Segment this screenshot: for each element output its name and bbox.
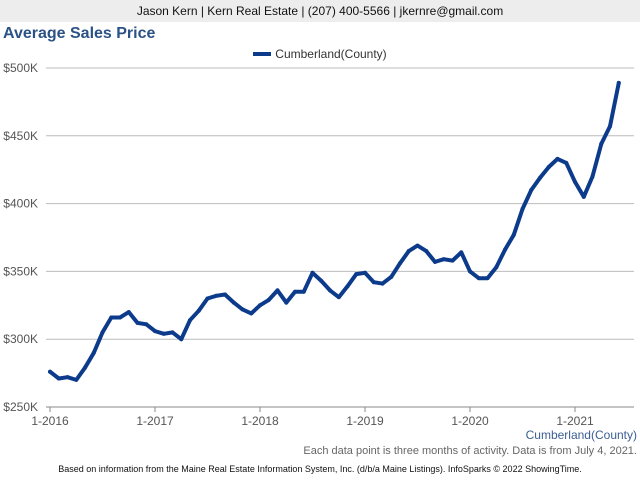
data-point[interactable] [371, 280, 376, 285]
data-point[interactable] [485, 276, 490, 281]
data-point[interactable] [328, 288, 332, 293]
data-point[interactable] [573, 179, 577, 184]
series-line-cumberland[interactable] [48, 80, 621, 382]
data-point[interactable] [581, 194, 586, 199]
legend-label: Cumberland(County) [275, 47, 387, 61]
data-point[interactable] [450, 258, 455, 263]
data-point[interactable] [476, 276, 481, 281]
x-tick-label: 1-2016 [31, 414, 69, 428]
y-tick-label: $500K [3, 61, 38, 75]
x-tick-label: 1-2019 [346, 414, 384, 428]
y-tick-label: $400K [3, 197, 38, 211]
footer-attribution: Based on information from the Maine Real… [58, 464, 582, 474]
data-point[interactable] [83, 365, 87, 370]
x-tick-label: 1-2017 [136, 414, 174, 428]
data-point[interactable] [555, 156, 560, 161]
data-point[interactable] [284, 300, 289, 305]
data-point[interactable] [441, 257, 446, 262]
data-point[interactable] [529, 188, 534, 193]
data-point[interactable] [240, 307, 245, 312]
series-points [48, 80, 621, 382]
data-point[interactable] [126, 310, 131, 315]
data-point[interactable] [398, 261, 402, 266]
data-point[interactable] [564, 160, 569, 165]
chart-title: Average Sales Price [3, 25, 156, 42]
data-point[interactable] [144, 322, 149, 327]
data-point[interactable] [161, 331, 166, 336]
chart-legend[interactable]: Cumberland(County) [0, 45, 640, 63]
y-axis-ticks: $250K $300K $350K $400K $450K $500K [3, 61, 38, 414]
grid-lines [46, 67, 634, 408]
data-point[interactable] [468, 269, 472, 274]
data-point[interactable] [188, 318, 192, 323]
data-point[interactable] [135, 320, 140, 325]
data-point[interactable] [310, 270, 315, 275]
y-tick-label: $350K [3, 264, 38, 278]
data-point[interactable] [363, 270, 367, 275]
x-tick-label: 1-2020 [451, 414, 489, 428]
data-point[interactable] [56, 376, 61, 381]
data-point[interactable] [415, 243, 420, 248]
data-point[interactable] [109, 315, 114, 320]
data-point[interactable] [249, 311, 254, 316]
agent-contact-header: Jason Kern | Kern Real Estate | (207) 40… [0, 0, 640, 22]
x-tick-label: 1-2018 [241, 414, 279, 428]
data-point[interactable] [196, 308, 201, 313]
data-point[interactable] [301, 289, 306, 294]
data-point[interactable] [205, 296, 210, 301]
header-text: Jason Kern | Kern Real Estate | (207) 40… [136, 4, 504, 18]
data-point[interactable] [546, 164, 551, 169]
data-point[interactable] [494, 265, 499, 270]
data-point[interactable] [153, 329, 157, 334]
x-axis-ticks: 1-2016 1-2017 1-2018 1-2019 1-2020 1-2021 [31, 407, 594, 428]
y-tick-label: $250K [3, 400, 38, 414]
legend-swatch [253, 52, 272, 56]
data-point[interactable] [599, 141, 604, 146]
data-point[interactable] [389, 274, 394, 279]
data-point[interactable] [48, 369, 52, 374]
data-point[interactable] [336, 295, 341, 300]
data-note: Each data point is three months of activ… [303, 445, 637, 457]
data-point[interactable] [608, 124, 612, 129]
data-point[interactable] [406, 249, 411, 254]
x-tick-label: 1-2021 [556, 414, 594, 428]
data-point[interactable] [538, 175, 542, 180]
data-point[interactable] [433, 259, 437, 264]
x-axis-label: Cumberland(County) [525, 428, 637, 442]
data-point[interactable] [258, 303, 262, 308]
data-point[interactable] [118, 315, 122, 320]
data-point[interactable] [275, 288, 280, 293]
data-point[interactable] [100, 330, 105, 335]
y-tick-label: $300K [3, 332, 38, 346]
data-point[interactable] [231, 300, 236, 305]
data-point[interactable] [520, 207, 525, 212]
data-point[interactable] [345, 284, 350, 289]
data-point[interactable] [214, 293, 219, 298]
data-point[interactable] [380, 281, 385, 286]
data-point[interactable] [65, 375, 70, 380]
data-point[interactable] [424, 249, 429, 254]
data-point[interactable] [91, 350, 96, 355]
data-point[interactable] [511, 232, 516, 237]
data-point[interactable] [179, 337, 184, 342]
data-point[interactable] [616, 80, 621, 85]
data-point[interactable] [503, 247, 507, 252]
data-point[interactable] [354, 272, 359, 277]
data-point[interactable] [459, 250, 464, 255]
data-point[interactable] [74, 377, 79, 382]
data-point[interactable] [170, 330, 175, 335]
data-point[interactable] [266, 297, 271, 302]
data-point[interactable] [223, 292, 227, 297]
data-point[interactable] [319, 278, 324, 283]
data-point[interactable] [590, 174, 595, 179]
y-tick-label: $450K [3, 129, 38, 143]
data-point[interactable] [293, 289, 297, 294]
